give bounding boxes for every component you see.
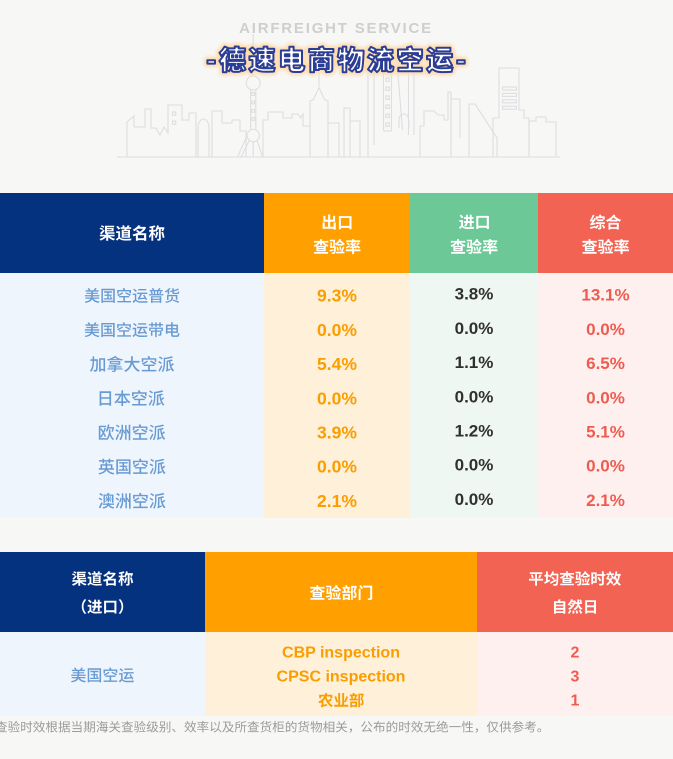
svg-text:0.0%: 0.0% [586,457,625,476]
svg-text:5.4%: 5.4% [317,354,357,374]
svg-text:13.1%: 13.1% [581,286,629,305]
svg-text:0.0%: 0.0% [455,319,494,338]
svg-text:2.1%: 2.1% [317,491,357,511]
svg-text:1: 1 [571,693,580,710]
svg-text:AIRFREIGHT SERVICE: AIRFREIGHT SERVICE [239,20,433,37]
svg-text:1.1%: 1.1% [455,353,494,372]
svg-text:0.0%: 0.0% [455,490,494,509]
svg-text:0.0%: 0.0% [586,320,625,339]
svg-text:6.5%: 6.5% [586,354,625,373]
svg-text:3.9%: 3.9% [317,423,357,443]
svg-text:2: 2 [571,645,580,662]
svg-text:9.3%: 9.3% [317,286,357,306]
svg-text:0.0%: 0.0% [586,388,625,407]
svg-text:1.2%: 1.2% [455,422,494,441]
svg-text:3.8%: 3.8% [455,285,494,304]
svg-text:2.1%: 2.1% [586,491,625,510]
svg-text:CPSC inspection: CPSC inspection [277,669,406,686]
svg-text:0.0%: 0.0% [455,456,494,475]
svg-text:0.0%: 0.0% [317,457,357,477]
svg-text:3: 3 [571,669,580,686]
svg-text:CBP inspection: CBP inspection [282,645,400,662]
svg-text:5.1%: 5.1% [586,423,625,442]
svg-text:0.0%: 0.0% [317,388,357,408]
svg-text:0.0%: 0.0% [317,320,357,340]
svg-text:0.0%: 0.0% [455,387,494,406]
